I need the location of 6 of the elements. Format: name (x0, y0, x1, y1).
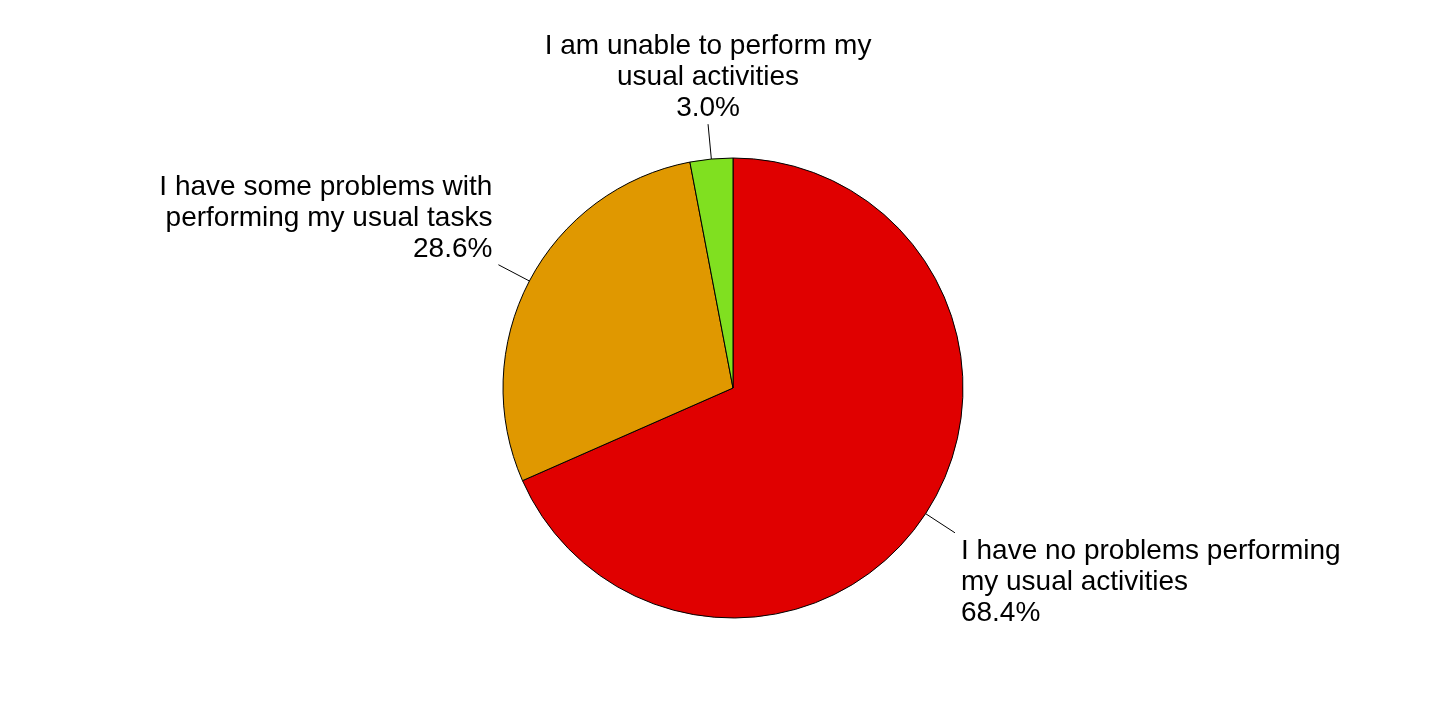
data-label: 68.4% (960, 595, 1041, 627)
slice-label: I have some problems with performing my usual tasks (159, 169, 493, 232)
slice-label: I am unable to perform my usual activities (544, 29, 872, 92)
data-label: 28.6% (413, 231, 493, 263)
slice-label: I have no problems performing my usual activities (960, 533, 1341, 596)
data-label: 3.0% (676, 91, 740, 123)
